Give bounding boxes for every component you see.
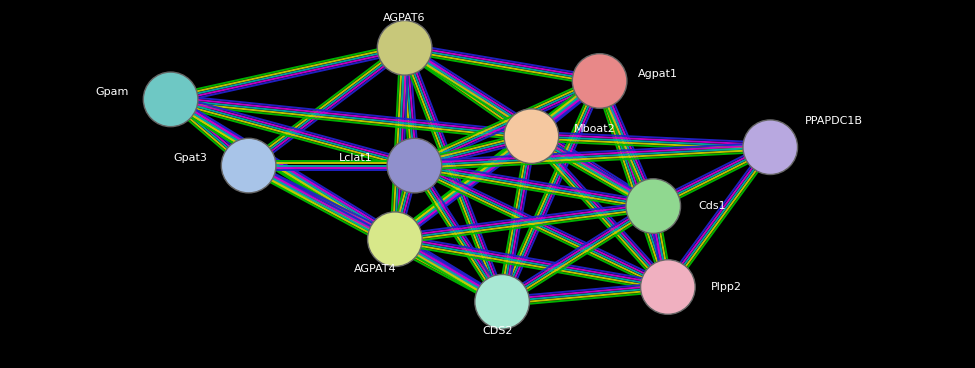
Text: Plpp2: Plpp2 (711, 282, 742, 292)
Ellipse shape (504, 109, 559, 163)
Ellipse shape (475, 275, 529, 329)
Ellipse shape (221, 138, 276, 193)
Text: Gpat3: Gpat3 (174, 153, 207, 163)
Text: Cds1: Cds1 (698, 201, 725, 211)
Text: AGPAT6: AGPAT6 (383, 13, 426, 24)
Text: Gpam: Gpam (96, 87, 129, 97)
Ellipse shape (743, 120, 798, 174)
Ellipse shape (377, 21, 432, 75)
Text: PPAPDC1B: PPAPDC1B (804, 116, 863, 127)
Ellipse shape (368, 212, 422, 266)
Text: Mboat2: Mboat2 (574, 124, 615, 134)
Text: Agpat1: Agpat1 (638, 68, 679, 79)
Text: Lclat1: Lclat1 (339, 153, 372, 163)
Text: AGPAT4: AGPAT4 (354, 263, 397, 274)
Text: CDS2: CDS2 (482, 326, 513, 336)
Ellipse shape (387, 138, 442, 193)
Ellipse shape (143, 72, 198, 127)
Ellipse shape (641, 260, 695, 314)
Ellipse shape (626, 179, 681, 233)
Ellipse shape (572, 54, 627, 108)
